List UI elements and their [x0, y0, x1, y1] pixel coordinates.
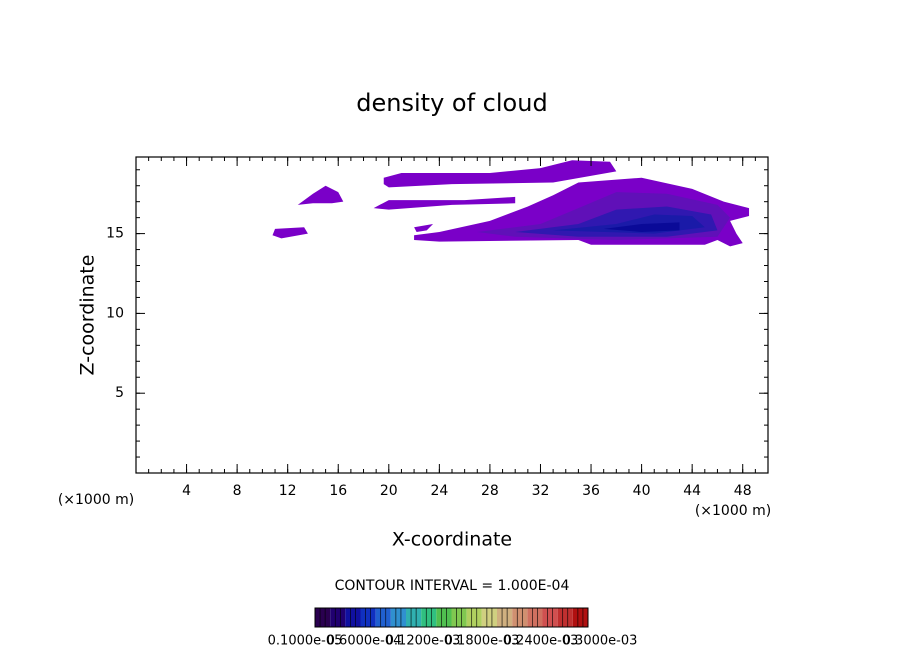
colorbar-swatch [512, 608, 528, 627]
colorbar-swatch [315, 608, 331, 627]
x-tick-label: 8 [233, 483, 242, 499]
colorbar-swatch [542, 608, 558, 627]
x-tick-label: 4 [182, 483, 191, 499]
chart-title: density of cloud [356, 89, 547, 117]
colorbar-swatch [390, 608, 406, 627]
colorbar-swatch [345, 608, 361, 627]
y-tick-label: 15 [106, 226, 124, 242]
contour-region [383, 160, 617, 188]
colorbar-swatch [360, 608, 376, 627]
colorbar-label: 0.2400e-03 [504, 634, 579, 649]
x-unit: (×1000 m) [695, 503, 771, 519]
contour-region [603, 222, 680, 233]
contour-region [373, 196, 516, 210]
colorbar-swatch [527, 608, 543, 627]
colorbar-label: 0.6000e-04 [327, 634, 402, 649]
y-tick-label: 10 [106, 305, 124, 321]
colorbar-label: 0.1200e-03 [386, 634, 461, 649]
colorbar-swatch [375, 608, 391, 627]
y-tick-label: 5 [115, 385, 124, 401]
contour-region [272, 227, 308, 239]
x-axis-label: X-coordinate [392, 529, 512, 551]
x-tick-label: 32 [532, 483, 550, 499]
colorbar-label: 0.1800e-03 [445, 634, 520, 649]
x-tick-label: 36 [582, 483, 600, 499]
colorbar-swatch [466, 608, 482, 627]
x-tick-label: 12 [279, 483, 297, 499]
x-tick-label: 48 [734, 483, 752, 499]
colorbar-swatch [557, 608, 573, 627]
colorbar-swatch [421, 608, 437, 627]
colorbar-swatch [451, 608, 467, 627]
x-tick-label: 20 [380, 483, 398, 499]
colorbar-label: 0.1000e-05 [268, 634, 343, 649]
colorbar-swatch [497, 608, 513, 627]
colorbar-frame [314, 607, 589, 628]
y-unit: (×1000 m) [58, 492, 134, 508]
x-tick-label: 28 [481, 483, 499, 499]
contour-region [414, 224, 434, 233]
colorbar-swatch [406, 608, 422, 627]
y-axis-label: Z-coordinate [77, 255, 99, 376]
x-tick-label: 40 [633, 483, 651, 499]
contour-interval: CONTOUR INTERVAL = 1.000E-04 [335, 578, 570, 594]
x-tick-label: 44 [683, 483, 701, 499]
colorbar-swatch [436, 608, 452, 627]
colorbar-label: 0.3000e-03 [563, 634, 638, 649]
x-tick-label: 16 [329, 483, 347, 499]
colorbar-swatch [572, 608, 588, 627]
colorbar-swatch [330, 608, 346, 627]
colorbar-swatch [481, 608, 497, 627]
contour-region [297, 185, 344, 205]
x-tick-label: 24 [430, 483, 448, 499]
